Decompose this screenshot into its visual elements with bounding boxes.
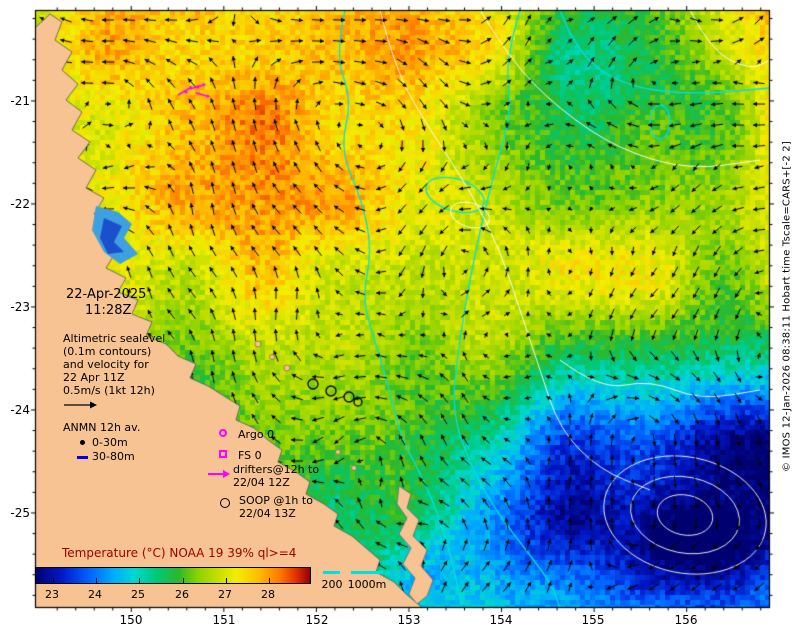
sst-map-canvas bbox=[0, 0, 800, 640]
